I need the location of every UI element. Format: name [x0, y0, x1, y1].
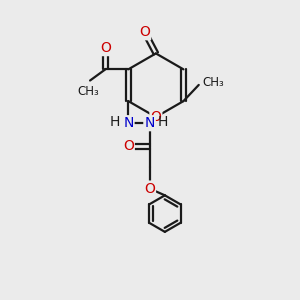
- Text: O: O: [100, 41, 111, 55]
- Text: CH₃: CH₃: [78, 85, 100, 98]
- Text: H: H: [110, 115, 120, 129]
- Text: N: N: [144, 116, 155, 130]
- Text: O: O: [123, 139, 134, 153]
- Text: O: O: [151, 110, 161, 124]
- Text: O: O: [139, 25, 150, 39]
- Text: H: H: [158, 115, 168, 129]
- Text: N: N: [123, 116, 134, 130]
- Text: CH₃: CH₃: [202, 76, 224, 89]
- Text: O: O: [144, 182, 155, 196]
